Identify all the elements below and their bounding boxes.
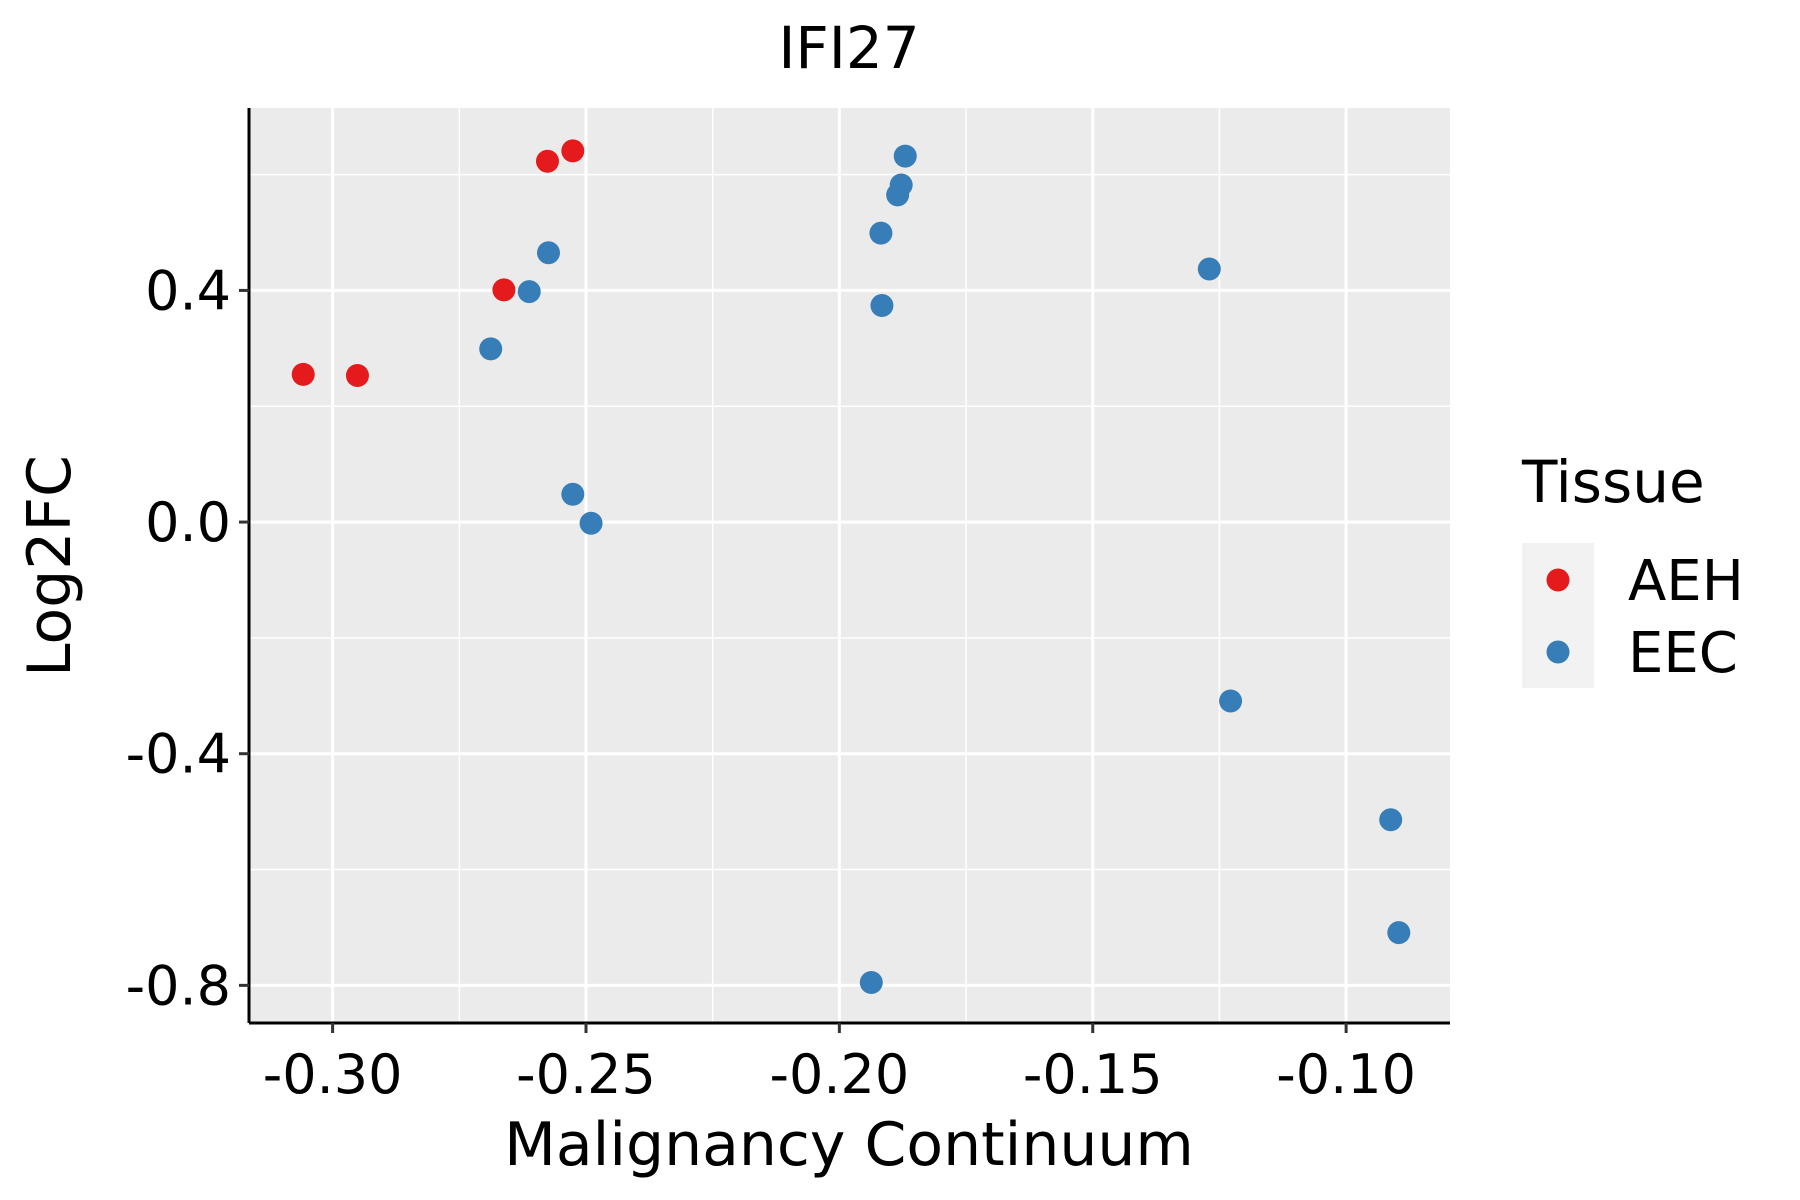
x-tick-label: -0.20 <box>769 1043 909 1106</box>
x-tick-label: -0.10 <box>1276 1043 1416 1106</box>
minor-gridlines <box>249 108 1450 1023</box>
data-point-eec <box>870 293 894 317</box>
legend-key-background <box>1522 543 1594 688</box>
data-point-eec <box>536 241 560 265</box>
plot-panel <box>249 108 1450 1023</box>
data-point-eec <box>517 280 541 304</box>
data-point-aeh <box>535 149 559 173</box>
y-tick-label: 0.4 <box>145 259 231 322</box>
y-axis-title: Log2FC <box>15 455 85 677</box>
y-tick-label: -0.4 <box>126 723 231 786</box>
chart-title: IFI27 <box>778 14 919 82</box>
legend-title: Tissue <box>1521 448 1705 516</box>
data-point-eec <box>579 511 603 535</box>
y-tick-label: 0.0 <box>145 491 231 554</box>
data-point-eec <box>479 337 503 361</box>
major-gridlines <box>249 108 1450 1023</box>
data-point-eec <box>1197 257 1221 281</box>
x-axis-ticks: -0.30 -0.25 -0.20 -0.15 -0.10 <box>263 1023 1416 1106</box>
data-point-eec <box>1387 921 1411 945</box>
data-points <box>291 139 1411 994</box>
legend-key-aeh <box>1546 568 1570 592</box>
data-point-eec <box>561 482 585 506</box>
legend-key-eec <box>1546 640 1570 664</box>
data-point-eec <box>1219 689 1243 713</box>
x-tick-label: -0.25 <box>516 1043 656 1106</box>
data-point-eec <box>893 144 917 168</box>
data-point-aeh <box>561 139 585 163</box>
legend: Tissue AEH EEC <box>1521 448 1744 688</box>
y-tick-label: -0.8 <box>126 954 231 1017</box>
y-axis-ticks: -0.8 -0.4 0.0 0.4 <box>126 259 249 1017</box>
data-point-eec <box>869 221 893 245</box>
data-point-eec <box>1379 808 1403 832</box>
data-point-eec <box>889 173 913 197</box>
data-point-aeh <box>492 278 516 302</box>
x-tick-label: -0.15 <box>1023 1043 1163 1106</box>
x-axis-title: Malignancy Continuum <box>504 1110 1194 1180</box>
legend-label-eec: EEC <box>1628 621 1738 686</box>
data-point-aeh <box>291 362 315 386</box>
data-point-eec <box>859 970 883 994</box>
x-tick-label: -0.30 <box>263 1043 403 1106</box>
data-point-aeh <box>345 364 369 388</box>
legend-label-aeh: AEH <box>1628 549 1744 614</box>
